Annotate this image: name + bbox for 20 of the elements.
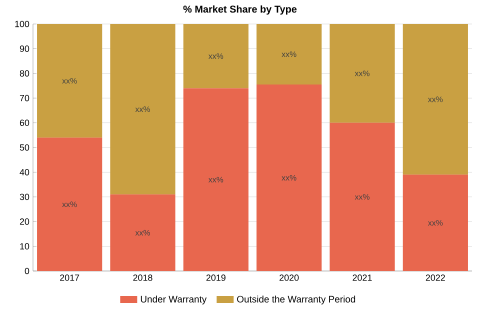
y-tick-label: 60	[20, 120, 30, 126]
x-tick-label: 2020	[280, 274, 299, 281]
y-tick-label: 0	[24, 268, 30, 274]
y-tick-label: 40	[20, 169, 30, 176]
y-tick-label: 100	[15, 20, 30, 28]
x-tick-label: 2017	[60, 274, 80, 281]
y-tick-label: 90	[20, 46, 30, 52]
y-tick-label: 70	[20, 94, 30, 102]
chart-title: % Market Share by Type	[183, 5, 297, 15]
y-tick-label: 30	[20, 194, 30, 200]
x-tick-label: 2018	[133, 274, 152, 281]
x-tick-label: 2019	[206, 274, 226, 281]
y-tick-label: 80	[20, 70, 30, 77]
x-tick-label: 2021	[352, 274, 372, 281]
legend-label: Outside the Warranty Period	[237, 296, 356, 304]
x-tick-label: 2022	[426, 274, 445, 281]
y-tick-label: 20	[20, 218, 30, 225]
legend-label: Under Warranty	[140, 296, 207, 304]
y-tick-label: 50	[20, 144, 30, 151]
y-tick-label: 10	[20, 243, 30, 250]
